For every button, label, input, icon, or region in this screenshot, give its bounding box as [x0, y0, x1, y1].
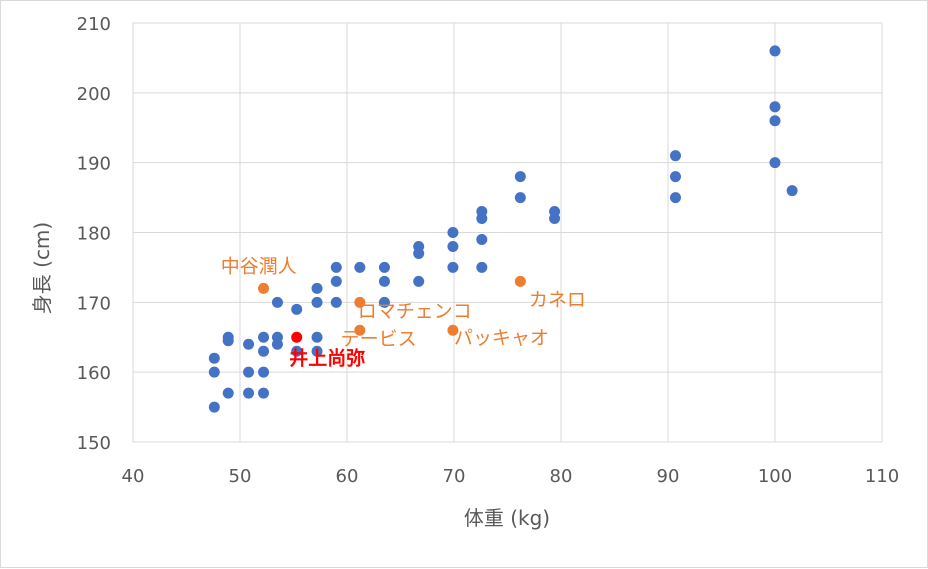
data-point-blue: [514, 171, 526, 183]
data-point-orange: [447, 324, 459, 336]
annotation-label: 井上尚弥: [289, 346, 365, 369]
data-point-blue: [514, 192, 526, 204]
y-tick-label: 200: [77, 84, 111, 105]
data-point-blue: [476, 206, 488, 218]
data-point-blue: [378, 275, 390, 287]
y-tick-label: 190: [77, 154, 111, 175]
data-point-blue: [258, 345, 270, 357]
data-point-blue: [243, 366, 255, 378]
data-point-orange: [258, 282, 270, 294]
data-point-blue: [413, 275, 425, 287]
data-point-blue: [769, 101, 781, 113]
data-point-blue: [549, 206, 561, 218]
data-point-blue: [447, 240, 459, 252]
data-point-blue: [271, 296, 283, 308]
data-point-blue: [291, 345, 303, 357]
data-point-blue: [413, 240, 425, 252]
annotation-label: デービス: [341, 328, 417, 350]
data-point-orange: [354, 296, 366, 308]
data-point-blue: [311, 296, 323, 308]
y-tick-label: 150: [77, 433, 111, 454]
data-point-blue: [330, 275, 342, 287]
data-point-blue: [258, 387, 270, 399]
data-point-blue: [669, 171, 681, 183]
data-point-blue: [330, 296, 342, 308]
data-point-blue: [291, 303, 303, 315]
data-point-blue: [354, 261, 366, 273]
y-tick-label: 170: [77, 293, 111, 314]
annotation-label: ロマチェンコ: [358, 301, 472, 323]
data-point-blue: [476, 261, 488, 273]
data-point-blue: [476, 233, 488, 245]
x-tick-label: 50: [229, 466, 252, 487]
data-point-blue: [311, 345, 323, 357]
data-point-blue: [311, 282, 323, 294]
data-point-blue: [330, 261, 342, 273]
data-point-blue: [669, 150, 681, 162]
data-point-blue: [208, 401, 220, 413]
data-point-blue: [447, 261, 459, 273]
data-point-blue: [208, 352, 220, 364]
data-point-blue: [222, 331, 234, 343]
x-tick-label: 110: [865, 466, 899, 487]
data-point-blue: [378, 261, 390, 273]
data-point-blue: [769, 45, 781, 57]
data-point-blue: [258, 366, 270, 378]
data-point-blue: [243, 338, 255, 350]
y-tick-label: 160: [77, 363, 111, 384]
y-tick-label: 210: [77, 14, 111, 35]
y-axis-title: 身長 (cm): [30, 222, 54, 314]
data-point-orange: [514, 275, 526, 287]
data-point-blue: [271, 331, 283, 343]
data-point-blue: [769, 157, 781, 169]
annotation-label: パッキャオ: [454, 327, 549, 349]
x-tick-label: 60: [336, 466, 359, 487]
data-point-blue: [447, 227, 459, 238]
data-point-blue: [311, 331, 323, 343]
data-point-blue: [669, 192, 681, 204]
x-tick-label: 40: [122, 466, 145, 487]
x-axis-title: 体重 (kg): [464, 506, 550, 530]
x-tick-label: 80: [550, 466, 573, 487]
data-point-blue: [243, 387, 255, 399]
x-tick-label: 100: [758, 466, 792, 487]
data-point-red: [291, 331, 303, 343]
data-point-blue: [222, 387, 234, 399]
data-point-blue: [208, 366, 220, 378]
x-tick-label: 90: [657, 466, 680, 487]
data-point-orange: [354, 324, 366, 336]
data-point-blue: [378, 296, 390, 308]
y-tick-label: 180: [77, 224, 111, 245]
x-tick-label: 70: [443, 466, 466, 487]
data-point-blue: [769, 115, 781, 127]
annotation-label: カネロ: [529, 289, 586, 311]
data-point-blue: [786, 185, 798, 197]
annotation-label: 中谷潤人: [221, 255, 297, 277]
data-point-blue: [258, 331, 270, 343]
